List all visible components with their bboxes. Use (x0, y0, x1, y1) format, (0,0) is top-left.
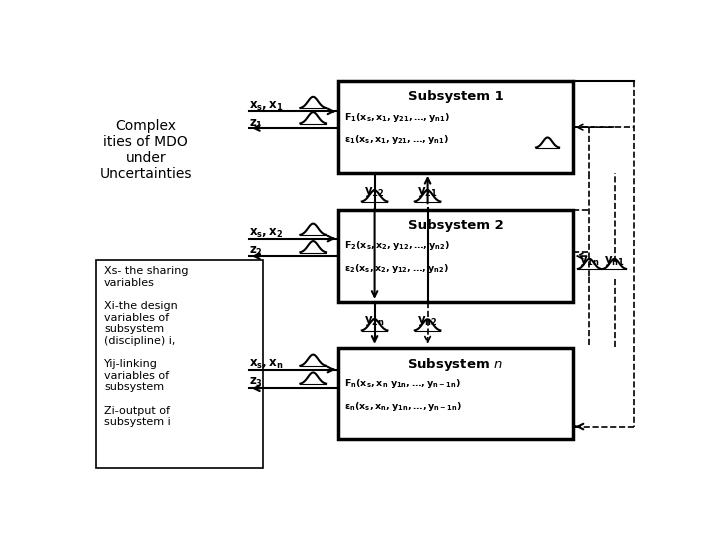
Text: $\mathbf{y_{n1}}$: $\mathbf{y_{n1}}$ (604, 254, 625, 268)
Text: Subsystem 2: Subsystem 2 (408, 219, 503, 232)
Text: $\mathbf{y_{1n}}$: $\mathbf{y_{1n}}$ (579, 254, 600, 268)
Text: $\boldsymbol{\varepsilon}_\mathbf{2}\mathbf{(x_s, x_2, y_{12}, \ldots, y_{n2})}$: $\boldsymbol{\varepsilon}_\mathbf{2}\mat… (344, 262, 449, 275)
Text: $\mathbf{y_{21}}$: $\mathbf{y_{21}}$ (417, 185, 438, 199)
Text: $\mathbf{F_n(x_s, x_n\ y_{1n}, \ldots, y_{n-1n})}$: $\mathbf{F_n(x_s, x_n\ y_{1n}, \ldots, y… (344, 377, 461, 390)
Bar (338, 210, 572, 302)
Text: $\mathbf{z_1}$: $\mathbf{z_1}$ (249, 118, 264, 131)
Text: Complex
ities of MDO
under
Uncertainties: Complex ities of MDO under Uncertainties (99, 119, 192, 181)
Text: $\boldsymbol{\varepsilon}_\mathbf{1}\mathbf{(x_s, x_1, y_{21}, \ldots, y_{n1})}$: $\boldsymbol{\varepsilon}_\mathbf{1}\mat… (344, 133, 449, 146)
Text: $\mathbf{y_{2n}}$: $\mathbf{y_{2n}}$ (364, 314, 385, 328)
Text: $\mathbf{z_2}$: $\mathbf{z_2}$ (249, 245, 263, 258)
Bar (338, 348, 572, 439)
Text: $\mathbf{y_{n2}}$: $\mathbf{y_{n2}}$ (418, 314, 438, 328)
Text: $\mathbf{x_s, x_2}$: $\mathbf{x_s, x_2}$ (249, 227, 284, 240)
Text: $\mathbf{F_1(x_s, x_1, y_{21}, \ldots, y_{n1})}$: $\mathbf{F_1(x_s, x_1, y_{21}, \ldots, y… (344, 111, 450, 124)
Bar (96, 260, 263, 468)
Text: Xs- the sharing
variables

Xi-the design
variables of
subsystem
(discipline) i,
: Xs- the sharing variables Xi-the design … (104, 266, 189, 427)
Text: $\mathbf{z_3}$: $\mathbf{z_3}$ (249, 376, 263, 389)
Text: $\mathbf{x_s, x_1}$: $\mathbf{x_s, x_1}$ (249, 100, 284, 113)
Text: Subsystem $n$: Subsystem $n$ (408, 356, 503, 373)
Text: $\mathbf{y_{12}}$: $\mathbf{y_{12}}$ (364, 185, 384, 199)
Text: $\mathbf{x_s, x_n}$: $\mathbf{x_s, x_n}$ (249, 357, 284, 371)
Text: Subsystem 1: Subsystem 1 (408, 90, 503, 103)
Bar (338, 82, 572, 173)
Text: $\mathbf{F_2(x_s, x_2, y_{12}, \ldots, y_{n2})}$: $\mathbf{F_2(x_s, x_2, y_{12}, \ldots, y… (344, 239, 450, 252)
Text: $\boldsymbol{\varepsilon}_\mathbf{n}\mathbf{(x_s, x_n, y_{1n}, \ldots, y_{n-1n}): $\boldsymbol{\varepsilon}_\mathbf{n}\mat… (344, 400, 462, 413)
